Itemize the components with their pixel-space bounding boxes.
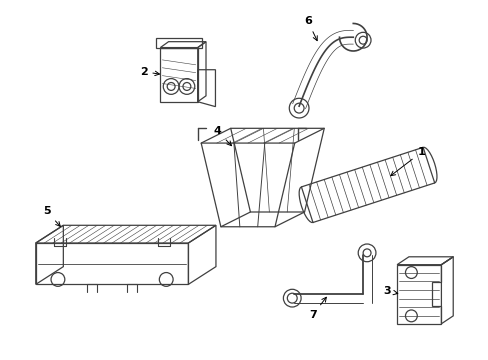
Text: 7: 7: [308, 297, 325, 320]
Text: 1: 1: [390, 147, 424, 176]
Text: 5: 5: [43, 206, 60, 226]
Text: 2: 2: [140, 67, 159, 77]
Text: 6: 6: [304, 17, 317, 41]
Text: 3: 3: [382, 286, 397, 296]
Text: 4: 4: [213, 126, 231, 146]
